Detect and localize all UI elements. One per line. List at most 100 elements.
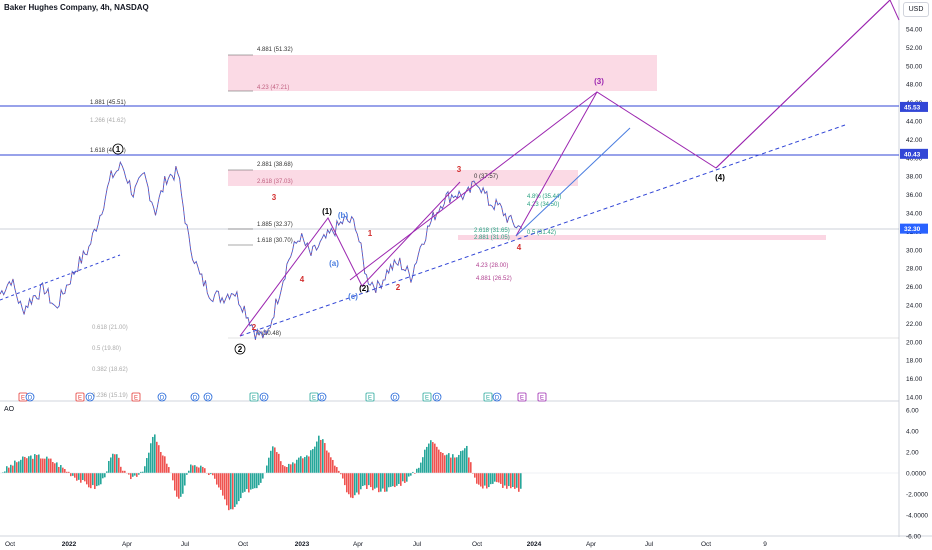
- ao-bar: [274, 447, 276, 473]
- ao-bar: [50, 458, 52, 473]
- ao-bar: [290, 464, 292, 473]
- event-marker[interactable]: E: [517, 392, 527, 402]
- ao-bar: [340, 473, 342, 475]
- event-marker[interactable]: D: [317, 392, 327, 402]
- svg-text:E: E: [312, 396, 316, 402]
- x-tick-label: Apr: [353, 541, 364, 548]
- ao-bar: [200, 465, 202, 473]
- fib-label: 1.881 (45.51): [90, 100, 126, 106]
- ao-bar: [192, 465, 194, 473]
- y-tick-label: 36.00: [906, 192, 923, 199]
- ao-bar: [276, 452, 278, 473]
- ao-indicator-label: AO: [4, 406, 15, 413]
- ao-bar: [450, 457, 452, 473]
- y-tick-label: 50.00: [906, 63, 923, 70]
- ao-bar: [34, 454, 36, 473]
- ao-bar: [374, 473, 376, 489]
- ao-bar: [300, 456, 302, 473]
- event-marker[interactable]: E: [18, 392, 28, 402]
- ao-bar: [244, 473, 246, 492]
- event-marker[interactable]: E: [75, 392, 85, 402]
- ao-bar: [390, 473, 392, 487]
- ao-bar: [54, 463, 56, 473]
- event-marker[interactable]: E: [131, 392, 141, 402]
- ao-bar: [518, 473, 520, 492]
- ao-bar: [330, 457, 332, 473]
- ao-bar: [76, 473, 78, 481]
- event-marker[interactable]: D: [157, 392, 167, 402]
- ao-bar: [460, 451, 462, 473]
- ao-bar: [388, 473, 390, 488]
- event-marker[interactable]: E: [365, 392, 375, 402]
- svg-text:D: D: [206, 396, 211, 402]
- fib-label: 0.5 (31.42): [527, 230, 556, 236]
- wave-label: 2: [252, 323, 257, 332]
- event-marker[interactable]: D: [492, 392, 502, 402]
- svg-text:D: D: [435, 396, 440, 402]
- event-marker[interactable]: D: [25, 392, 35, 402]
- wave-label: (3): [594, 77, 604, 86]
- ao-bar: [410, 473, 412, 476]
- ao-bar: [84, 473, 86, 482]
- ao-bar: [24, 456, 26, 473]
- ao-tick-label: -6.00: [906, 534, 921, 541]
- event-marker[interactable]: E: [422, 392, 432, 402]
- ao-bar: [356, 473, 358, 493]
- svg-text:E: E: [540, 396, 544, 402]
- price-series: [0, 160, 523, 340]
- wave-label: (b): [338, 211, 349, 220]
- event-marker[interactable]: D: [85, 392, 95, 402]
- event-marker[interactable]: D: [432, 392, 442, 402]
- fib-label: 1.618 (40.42): [90, 148, 126, 154]
- ao-bar: [222, 473, 224, 496]
- ao-bar: [514, 473, 516, 489]
- event-marker[interactable]: E: [249, 392, 259, 402]
- svg-text:E: E: [520, 396, 524, 402]
- x-tick-label: Jul: [413, 541, 422, 548]
- ao-bar: [164, 456, 166, 473]
- svg-text:D: D: [160, 396, 165, 402]
- ao-bar: [454, 457, 456, 473]
- ao-bar: [346, 473, 348, 493]
- wave-label: 1: [368, 229, 373, 238]
- ao-bar: [394, 473, 396, 488]
- ao-bar: [198, 467, 200, 473]
- ao-bar: [218, 473, 220, 488]
- price-axis: 54.0052.0050.0048.0046.0044.0042.0040.00…: [906, 27, 923, 402]
- x-tick-label: Apr: [586, 541, 597, 548]
- svg-text:E: E: [425, 396, 429, 402]
- wave-label: 2: [396, 283, 401, 292]
- ao-bar: [212, 473, 214, 476]
- ao-bar: [258, 473, 260, 486]
- event-marker[interactable]: E: [309, 392, 319, 402]
- currency-button[interactable]: USD: [903, 2, 929, 17]
- y-tick-label: 26.00: [906, 284, 923, 291]
- fib-label: 4.8% (35.44): [527, 194, 561, 200]
- event-marker[interactable]: D: [190, 392, 200, 402]
- event-marker[interactable]: D: [203, 392, 213, 402]
- ao-tick-label: -2.0000: [906, 492, 928, 499]
- ao-bar: [496, 473, 498, 483]
- fib-label: 4.23 (34.50): [527, 202, 559, 208]
- ao-bar: [260, 473, 262, 483]
- ao-bar: [188, 470, 190, 473]
- event-marker[interactable]: E: [537, 392, 547, 402]
- ao-bar: [308, 456, 310, 473]
- ao-bar: [12, 465, 14, 473]
- ao-bar: [182, 473, 184, 494]
- event-marker[interactable]: D: [259, 392, 269, 402]
- ao-bar: [456, 457, 458, 473]
- ao-bar: [82, 473, 84, 480]
- event-marker[interactable]: D: [390, 392, 400, 402]
- event-marker[interactable]: E: [483, 392, 493, 402]
- svg-text:E: E: [134, 396, 138, 402]
- ao-bar: [104, 473, 106, 478]
- ao-bar: [180, 473, 182, 497]
- price-line-down: [0, 161, 523, 340]
- wave-label: (1): [322, 207, 332, 216]
- ao-bar: [4, 471, 6, 473]
- ao-bar: [168, 467, 170, 473]
- ao-bar: [360, 473, 362, 490]
- x-tick-label: 2024: [527, 541, 542, 548]
- ao-bar: [348, 473, 350, 495]
